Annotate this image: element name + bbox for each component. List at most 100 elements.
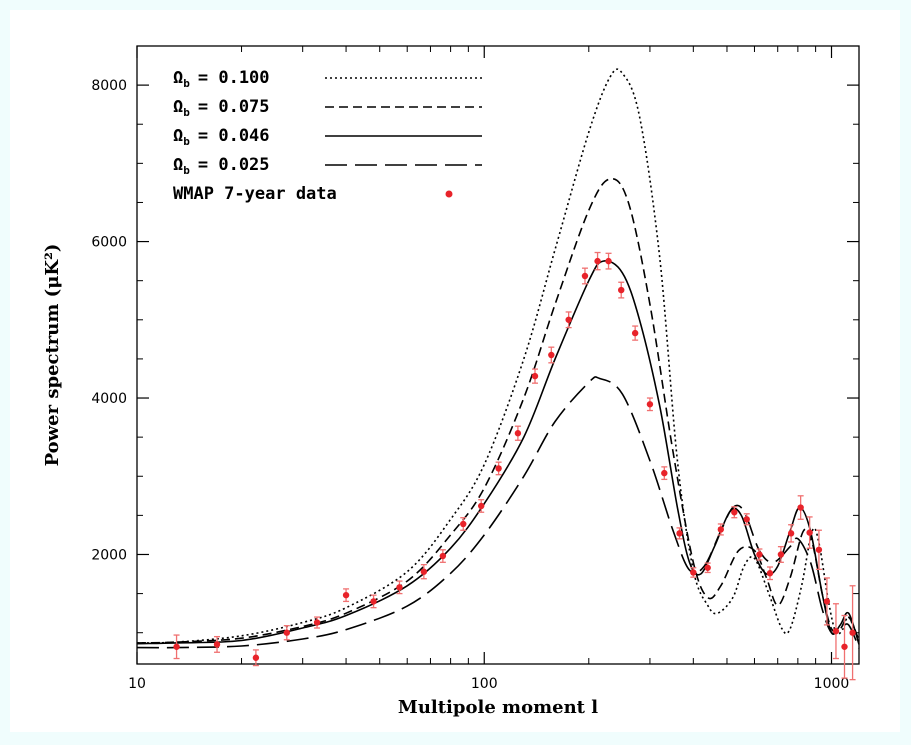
data-marker [743, 516, 750, 523]
data-point [420, 564, 428, 580]
data-point [478, 499, 485, 513]
data-point [777, 546, 785, 563]
legend-value: = 0.100 [198, 68, 270, 88]
chart-panel: 10 100 1000 2000 4000 6000 8000 Ωb = 0.100 Ωb = 0… [10, 10, 900, 732]
y-tick-label: 2000 [91, 547, 127, 563]
data-marker [594, 257, 601, 265]
curve-omega-b-0025 [136, 376, 860, 649]
legend-omega-symbol: Ω [173, 97, 183, 117]
data-point [787, 524, 795, 543]
axis-ticks: 10 100 1000 2000 4000 6000 8000 [91, 46, 859, 692]
data-point [342, 588, 350, 603]
data-marker [676, 530, 683, 537]
data-point [849, 585, 856, 681]
legend-omega-subscript: b [183, 106, 190, 119]
data-marker [581, 272, 589, 280]
y-axis-label: Power spectrum (μK²) [42, 244, 63, 467]
legend: Ωb = 0.100 Ωb = 0.075 Ωb = 0.046 Ωb = 0.025 WMAP… [173, 68, 482, 204]
legend-data-marker [445, 190, 453, 198]
data-marker [460, 520, 467, 528]
data-point [841, 614, 848, 679]
data-marker [646, 401, 654, 408]
data-point [548, 346, 555, 364]
data-point [756, 548, 763, 561]
x-tick-label: 10 [128, 676, 146, 692]
legend-value: = 0.075 [198, 97, 270, 117]
legend-omega-subscript: b [183, 164, 190, 177]
x-tick-label: 1000 [814, 676, 850, 692]
data-point [743, 513, 750, 526]
legend-data-label: WMAP 7-year data [173, 184, 337, 204]
data-point [823, 577, 831, 626]
data-point [565, 311, 572, 329]
data-point [252, 649, 260, 667]
y-tick-label: 8000 [91, 78, 127, 94]
data-point [661, 466, 668, 481]
data-marker [342, 591, 350, 599]
data-point [173, 634, 180, 660]
data-point [815, 529, 823, 570]
legend-label: Ωb = 0.100 [173, 68, 270, 90]
data-marker [797, 504, 804, 511]
data-point [797, 495, 804, 520]
model-curves [136, 68, 860, 649]
legend-omega-subscript: b [183, 77, 190, 90]
data-marker [514, 430, 522, 437]
data-point [514, 425, 522, 441]
data-marker [173, 643, 180, 650]
wmap-data-points [173, 251, 856, 681]
data-marker [777, 551, 785, 558]
data-marker [531, 372, 539, 380]
data-point [766, 566, 774, 581]
x-axis-label: Multipole moment l [398, 697, 598, 718]
data-marker [823, 598, 831, 605]
data-point [605, 252, 612, 270]
data-point [495, 461, 502, 476]
data-marker [815, 546, 823, 553]
data-marker [439, 552, 447, 560]
legend-omega-symbol: Ω [173, 68, 183, 88]
data-marker [704, 564, 711, 571]
data-marker [420, 568, 428, 575]
legend-omega-subscript: b [183, 135, 190, 148]
plot-frame [136, 45, 860, 665]
data-point [704, 562, 711, 574]
data-marker [806, 529, 813, 536]
data-marker [213, 641, 221, 648]
data-marker [548, 351, 555, 359]
data-point [531, 368, 539, 384]
curve-omega-b-0100 [136, 68, 860, 644]
data-marker [717, 526, 725, 533]
data-marker [396, 584, 403, 591]
data-marker [787, 530, 795, 537]
data-marker [690, 569, 697, 576]
data-marker [478, 502, 485, 510]
data-marker [766, 570, 774, 577]
curve-omega-b-0075 [136, 177, 860, 644]
curve-omega-b-0046 [136, 260, 860, 645]
data-point [676, 527, 683, 540]
legend-label: Ωb = 0.075 [173, 97, 270, 119]
y-tick-label: 4000 [91, 391, 127, 407]
x-tick-label: 100 [471, 676, 498, 692]
legend-label: Ωb = 0.046 [173, 126, 270, 148]
data-point [594, 251, 601, 271]
data-marker [565, 316, 572, 323]
data-point [731, 506, 738, 519]
data-marker [731, 509, 738, 516]
data-point [618, 281, 625, 299]
data-marker [661, 469, 668, 477]
data-point [690, 567, 697, 578]
data-marker [283, 629, 290, 636]
legend-value: = 0.025 [198, 155, 270, 175]
data-point [631, 325, 639, 341]
data-marker [841, 643, 848, 650]
legend-label: Ωb = 0.025 [173, 155, 270, 177]
data-point [396, 580, 403, 595]
data-point [832, 603, 840, 660]
legend-omega-symbol: Ω [173, 126, 183, 146]
data-marker [832, 627, 840, 635]
data-marker [618, 286, 625, 294]
data-point [439, 549, 447, 563]
data-marker [605, 257, 612, 265]
